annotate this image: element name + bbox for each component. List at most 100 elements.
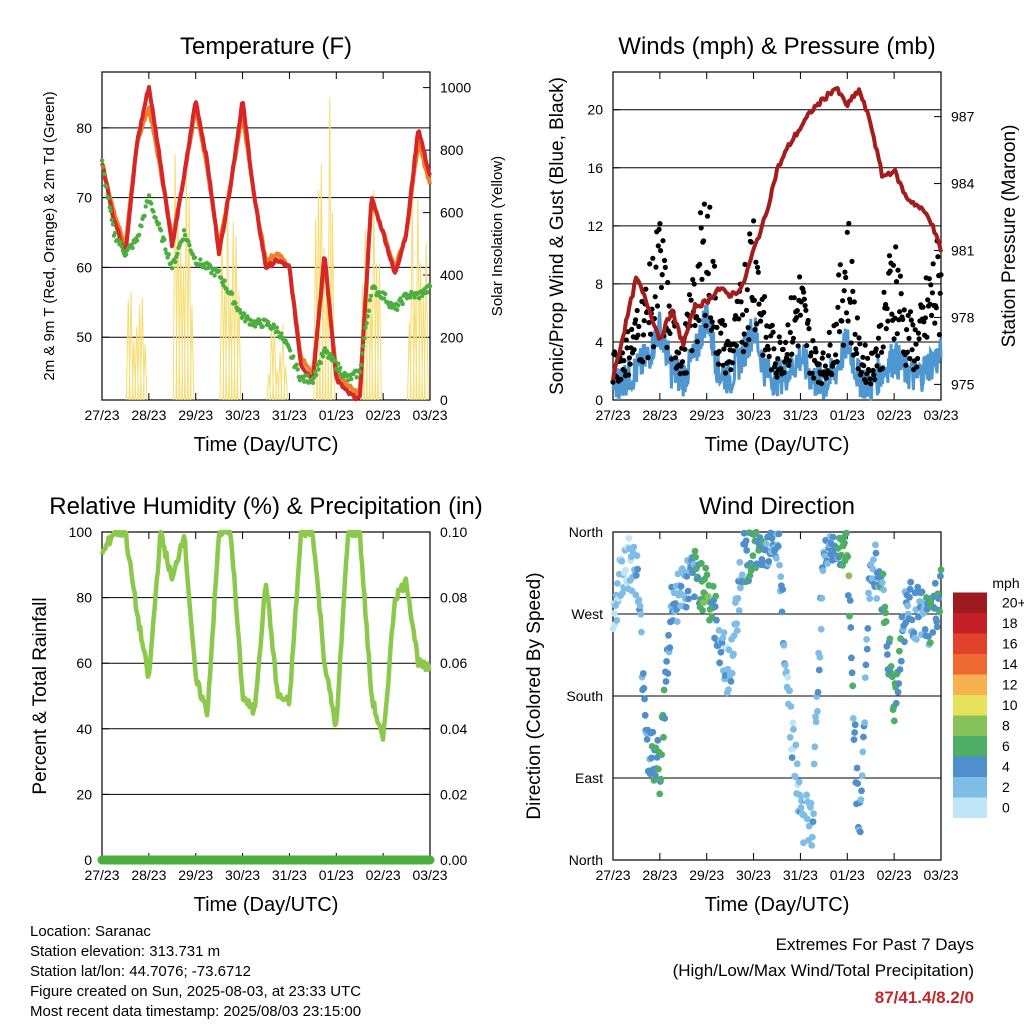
dewpoint-dot bbox=[102, 171, 107, 177]
direction-dot bbox=[925, 633, 932, 640]
y-tick-label: 8 bbox=[595, 276, 603, 292]
gust-dot bbox=[874, 363, 880, 369]
direction-dot bbox=[896, 647, 903, 655]
gust-dot bbox=[806, 326, 812, 332]
gust-dot bbox=[753, 259, 759, 265]
gust-dot bbox=[690, 277, 696, 283]
x-tick-label: 28/23 bbox=[131, 867, 166, 883]
solar-insolation-trace bbox=[142, 344, 148, 401]
y-tick-label: 50 bbox=[76, 329, 92, 345]
direction-dot bbox=[898, 613, 906, 621]
gust-dot bbox=[897, 309, 903, 315]
direction-dot bbox=[765, 558, 773, 565]
gust-dot bbox=[758, 318, 764, 324]
dewpoint-dot bbox=[354, 375, 359, 380]
x-axis-label: Time (Day/UTC) bbox=[194, 434, 339, 456]
gust-dot bbox=[761, 309, 767, 316]
direction-dot bbox=[810, 760, 818, 768]
gust-dot bbox=[834, 359, 840, 365]
gust-dot bbox=[709, 319, 715, 325]
gust-dot bbox=[861, 363, 867, 369]
direction-dot bbox=[860, 733, 867, 741]
direction-dot bbox=[844, 553, 851, 560]
gust-dot bbox=[743, 307, 750, 313]
gust-dot bbox=[826, 329, 832, 335]
humidity-line bbox=[99, 529, 432, 742]
gust-dot bbox=[672, 355, 679, 361]
gust-dot bbox=[679, 359, 686, 365]
x-tick-label: 01/23 bbox=[830, 407, 865, 423]
gust-dot bbox=[924, 334, 930, 340]
dewpoint-dot bbox=[109, 217, 115, 223]
direction-dot bbox=[703, 571, 711, 579]
y-tick-label: West bbox=[571, 606, 603, 622]
direction-dot bbox=[856, 828, 864, 836]
legend-label: 16 bbox=[1002, 636, 1018, 652]
direction-dot bbox=[857, 796, 865, 804]
gust-dot bbox=[760, 352, 766, 358]
gust-dot bbox=[856, 335, 862, 341]
dewpoint-dot bbox=[182, 233, 188, 238]
direction-dot bbox=[746, 572, 754, 579]
gust-dot bbox=[789, 351, 795, 357]
gust-dot bbox=[894, 331, 900, 337]
dewpoint-dot bbox=[123, 252, 129, 257]
gust-dot bbox=[875, 353, 881, 359]
y-tick-label: 80 bbox=[76, 590, 92, 606]
direction-dot bbox=[657, 775, 665, 783]
gust-dot bbox=[840, 342, 847, 348]
dewpoint-dot bbox=[360, 351, 365, 356]
gust-dot bbox=[880, 344, 886, 350]
gust-dot bbox=[836, 329, 843, 335]
dewpoint-dot bbox=[315, 362, 320, 368]
direction-dot bbox=[895, 680, 903, 687]
direction-dot bbox=[817, 625, 825, 633]
gust-dot bbox=[857, 341, 863, 347]
gust-dot bbox=[691, 281, 697, 287]
direction-dot bbox=[812, 718, 820, 726]
direction-dot bbox=[829, 533, 837, 541]
dewpoint-dot bbox=[367, 298, 373, 303]
direction-dot bbox=[666, 644, 674, 652]
direction-dot bbox=[810, 810, 817, 818]
direction-dot bbox=[812, 713, 819, 721]
solar-insolation-trace bbox=[371, 189, 377, 401]
gust-dot bbox=[677, 371, 683, 377]
gust-dot bbox=[784, 351, 790, 358]
gust-dot bbox=[790, 335, 797, 341]
direction-dot bbox=[859, 748, 867, 756]
solar-insolation-trace bbox=[415, 199, 421, 401]
gust-dot bbox=[643, 286, 649, 292]
gust-dot bbox=[865, 355, 871, 361]
gust-dot bbox=[823, 375, 829, 381]
gust-dot bbox=[925, 297, 931, 303]
dewpoint-dot bbox=[427, 283, 433, 289]
direction-dot bbox=[704, 593, 712, 600]
gust-dot bbox=[659, 272, 665, 278]
direction-dot bbox=[887, 663, 895, 670]
direction-dot bbox=[777, 573, 785, 580]
direction-dot bbox=[648, 754, 655, 762]
dewpoint-dot bbox=[252, 324, 258, 329]
x-tick-label: 27/23 bbox=[84, 407, 119, 423]
direction-dot bbox=[660, 686, 668, 694]
direction-dot bbox=[862, 661, 870, 669]
direction-dot bbox=[632, 591, 640, 599]
recent-text: Most recent data timestamp: 2025/08/03 2… bbox=[30, 1003, 362, 1020]
direction-dot bbox=[936, 608, 944, 616]
gust-dot bbox=[707, 204, 713, 210]
dewpoint-dot bbox=[175, 251, 180, 256]
gust-dot bbox=[801, 289, 807, 295]
gust-dot bbox=[793, 315, 800, 321]
gust-dot bbox=[854, 315, 861, 321]
chart-title: Relative Humidity (%) & Precipitation (i… bbox=[49, 493, 482, 520]
direction-dot bbox=[795, 778, 803, 786]
direction-dot bbox=[854, 780, 862, 787]
gust-dot bbox=[862, 342, 868, 348]
direction-dot bbox=[656, 790, 664, 798]
dewpoint-dot bbox=[322, 346, 328, 351]
direction-dot bbox=[805, 822, 813, 830]
gust-dot bbox=[852, 331, 858, 337]
direction-dot bbox=[740, 529, 748, 537]
y-tick-label: 70 bbox=[76, 190, 92, 206]
